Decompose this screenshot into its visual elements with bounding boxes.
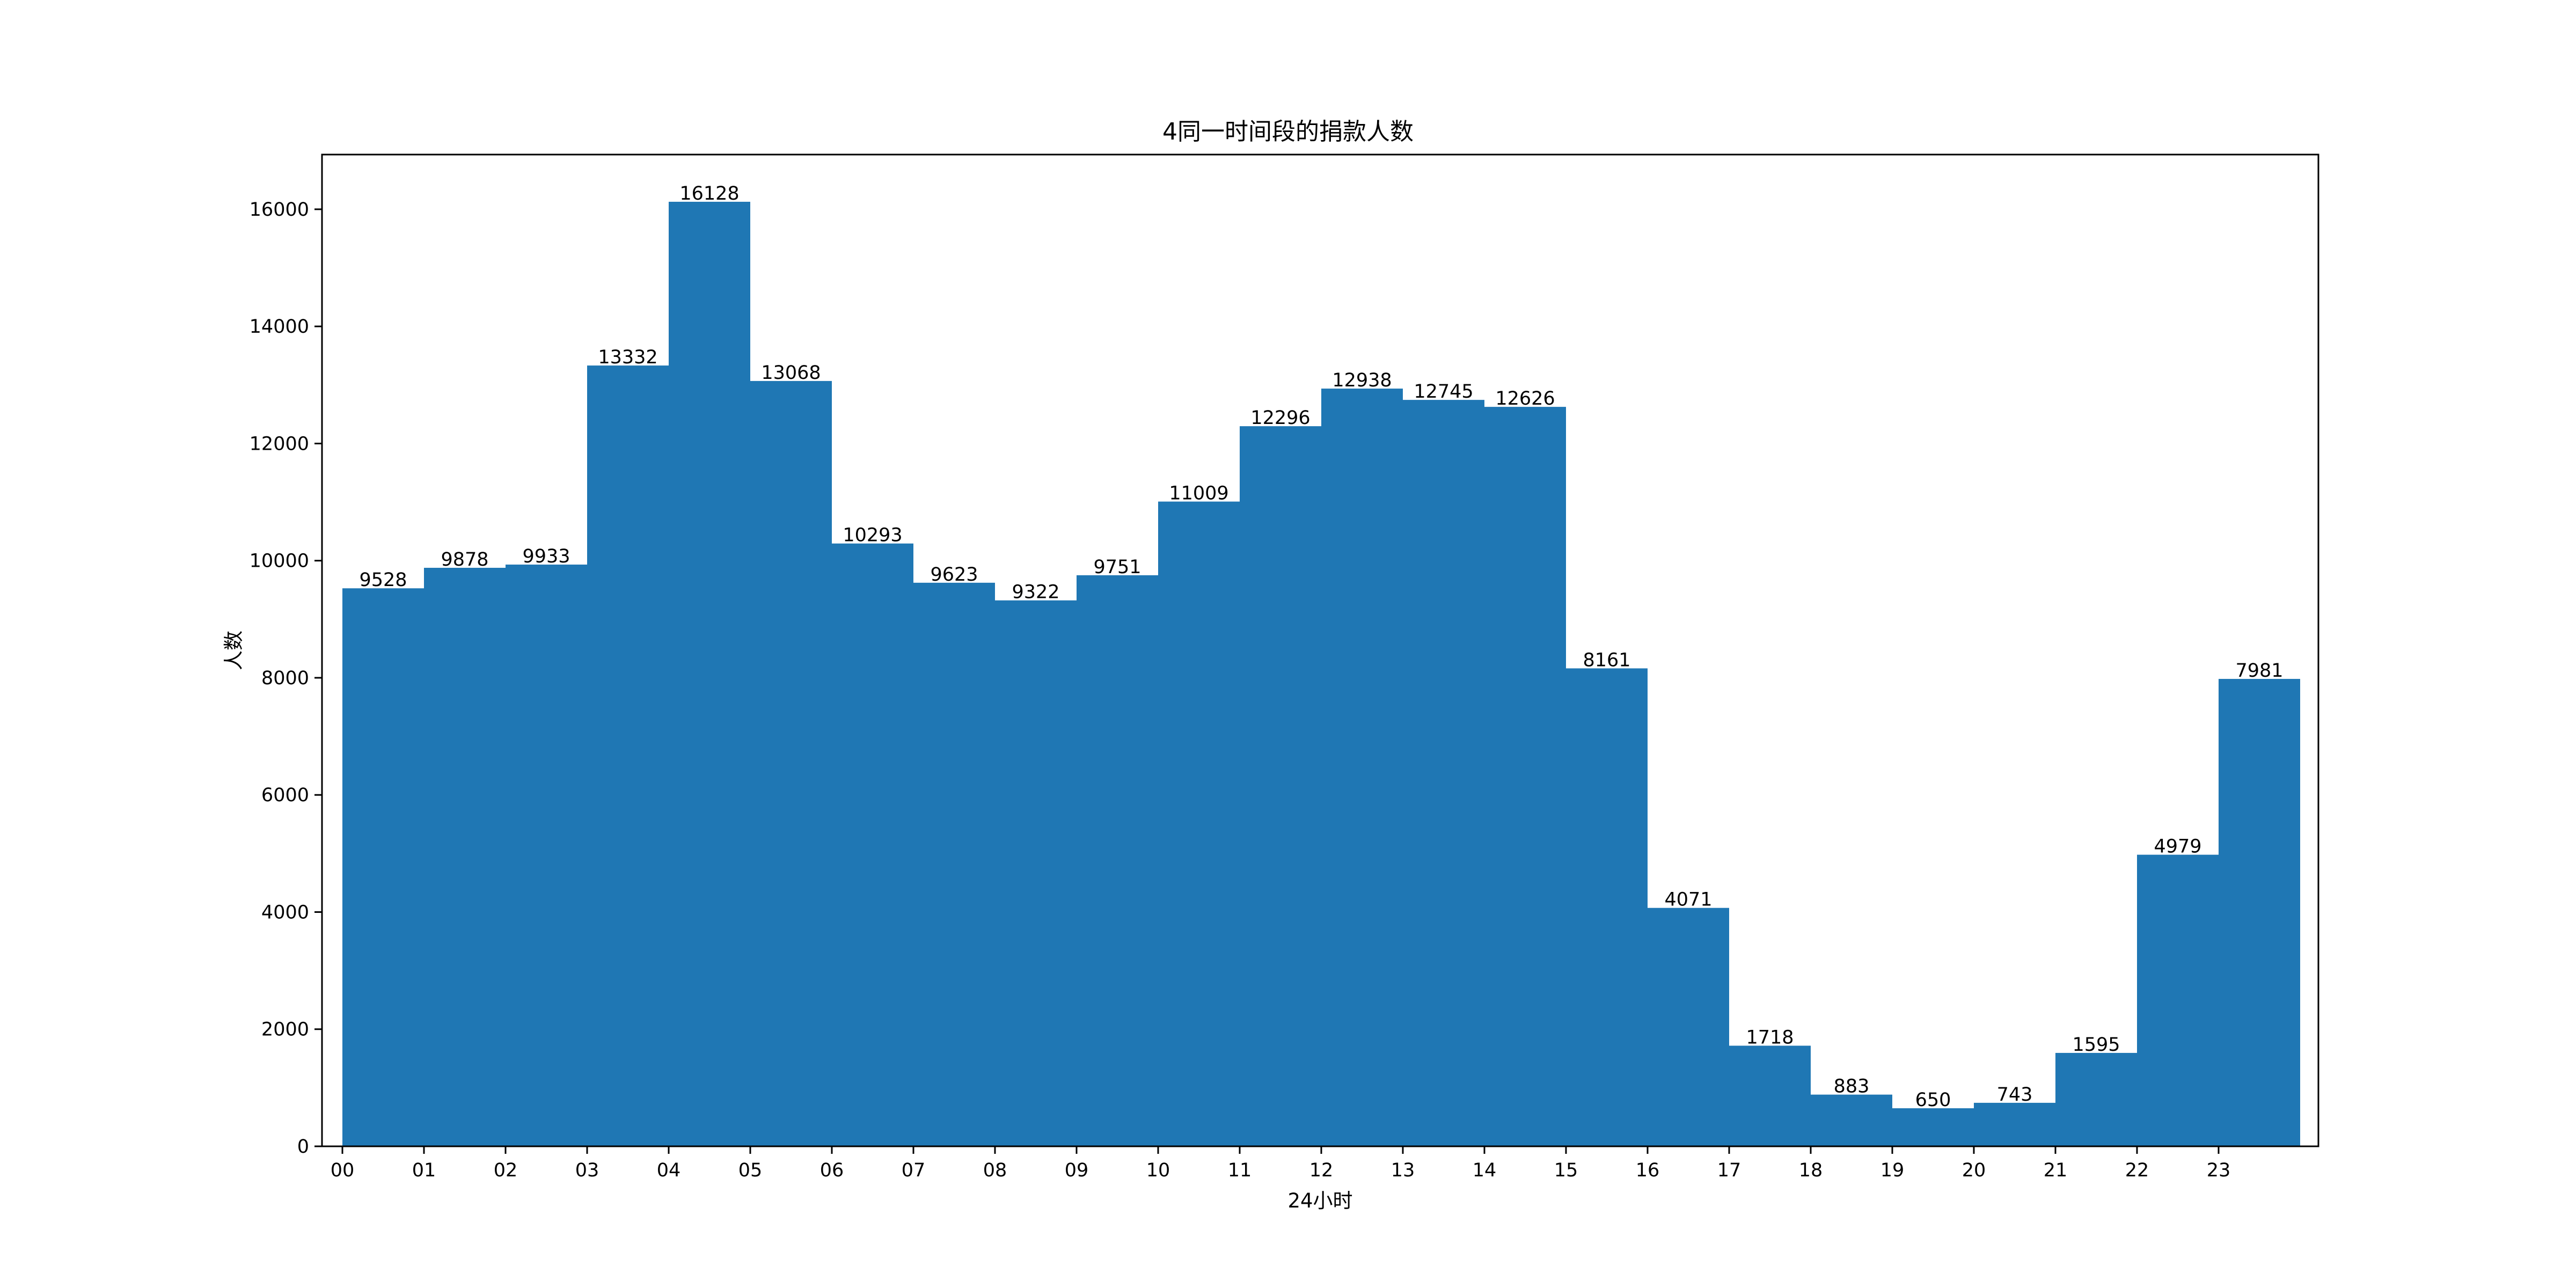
- bar-value-label: 9623: [930, 564, 978, 586]
- bar-06: [832, 543, 913, 1146]
- y-tick-label: 14000: [250, 316, 309, 338]
- bar-value-label: 12626: [1495, 388, 1555, 409]
- bar-value-label: 13068: [761, 362, 821, 384]
- x-tick-label: 20: [1962, 1160, 1986, 1181]
- chart-title: 4同一时间段的捐款人数: [1162, 118, 1414, 145]
- bar-23: [2219, 679, 2300, 1146]
- bar-19: [1892, 1108, 1974, 1146]
- x-tick-label: 04: [657, 1160, 681, 1181]
- x-tick-label: 18: [1799, 1160, 1823, 1181]
- bar-09: [1077, 575, 1158, 1146]
- y-tick-label: 6000: [261, 785, 309, 806]
- plot-area: 9528 9878 9933 13332 16128 13068 10293 9623 9322…: [342, 183, 2300, 1147]
- y-tick-label: 2000: [261, 1019, 309, 1041]
- x-tick-label: 21: [2044, 1160, 2068, 1181]
- bar-10: [1158, 501, 1240, 1146]
- bar-value-label: 9751: [1093, 557, 1141, 578]
- y-tick-label: 12000: [250, 433, 309, 455]
- x-tick-label: 22: [2125, 1160, 2149, 1181]
- bar-15: [1566, 668, 1648, 1146]
- bar-13: [1403, 400, 1484, 1146]
- bar-value-label: 9528: [359, 569, 407, 591]
- bar-00: [342, 588, 424, 1146]
- x-tick-label: 09: [1065, 1160, 1089, 1181]
- bar-01: [424, 568, 506, 1146]
- x-tick-label: 16: [1636, 1160, 1660, 1181]
- bar-value-label: 883: [1834, 1076, 1870, 1097]
- bar-value-label: 650: [1915, 1089, 1951, 1111]
- x-tick-label: 05: [738, 1160, 763, 1181]
- bar-05: [750, 380, 832, 1146]
- x-axis-label: 24小时: [1287, 1189, 1352, 1212]
- x-tick-label: 13: [1391, 1160, 1415, 1181]
- bar-22: [2137, 854, 2219, 1146]
- plot-frame: [321, 153, 2319, 1147]
- bar-value-label: 4979: [2154, 836, 2201, 858]
- bar-14: [1484, 407, 1566, 1146]
- bar-value-label: 7981: [2235, 660, 2283, 682]
- bar-21: [2055, 1052, 2137, 1146]
- bar-08: [995, 600, 1077, 1146]
- bar-value-label: 11009: [1169, 483, 1228, 504]
- x-tick-label: 12: [1309, 1160, 1334, 1181]
- bar-value-label: 743: [1997, 1084, 2033, 1106]
- x-tick-label: 19: [1880, 1160, 1905, 1181]
- bar-11: [1240, 426, 1321, 1147]
- y-tick-label: 0: [297, 1136, 309, 1158]
- bar-04: [669, 201, 750, 1146]
- bar-16: [1648, 908, 1729, 1146]
- y-tick-label: 8000: [261, 668, 309, 689]
- bar-20: [1974, 1102, 2055, 1146]
- x-tick-label: 08: [983, 1160, 1007, 1181]
- x-tick-label: 06: [820, 1160, 844, 1181]
- bar-value-label: 1595: [2072, 1034, 2120, 1056]
- bar-value-label: 1718: [1746, 1027, 1794, 1049]
- bar-12: [1321, 389, 1403, 1146]
- bar-02: [506, 565, 587, 1146]
- y-tick-label: 16000: [250, 199, 309, 221]
- y-axis-label: 人数: [222, 631, 245, 670]
- bar-value-label: 9933: [522, 546, 570, 567]
- x-tick-label: 17: [1717, 1160, 1741, 1181]
- bar-value-label: 9322: [1012, 582, 1059, 603]
- bar-07: [913, 582, 995, 1146]
- bar-value-label: 16128: [679, 183, 739, 204]
- bar-value-label: 10293: [843, 525, 902, 546]
- y-tick-label: 10000: [250, 551, 309, 572]
- x-tick-label: 03: [575, 1160, 599, 1181]
- bar-value-label: 12745: [1414, 381, 1473, 402]
- bar-value-label: 8161: [1583, 649, 1630, 671]
- x-tick-label: 07: [902, 1160, 926, 1181]
- bar-value-label: 4071: [1664, 889, 1712, 911]
- bar-value-label: 12296: [1250, 407, 1310, 429]
- x-tick-label: 15: [1554, 1160, 1578, 1181]
- bar-value-label: 12938: [1332, 370, 1392, 391]
- x-tick-label: 01: [412, 1160, 436, 1181]
- x-tick-label: 23: [2207, 1160, 2231, 1181]
- bar-value-label: 13332: [598, 347, 657, 368]
- x-tick-label: 10: [1146, 1160, 1170, 1181]
- y-tick-label: 4000: [261, 902, 309, 923]
- bar-18: [1811, 1094, 1892, 1146]
- bar-value-label: 9878: [441, 549, 488, 570]
- x-tick-label: 02: [494, 1160, 518, 1181]
- x-tick-label: 00: [331, 1160, 355, 1181]
- bar-17: [1729, 1045, 1811, 1146]
- bar-03: [587, 365, 669, 1146]
- x-tick-label: 14: [1473, 1160, 1497, 1181]
- x-tick-label: 11: [1228, 1160, 1252, 1181]
